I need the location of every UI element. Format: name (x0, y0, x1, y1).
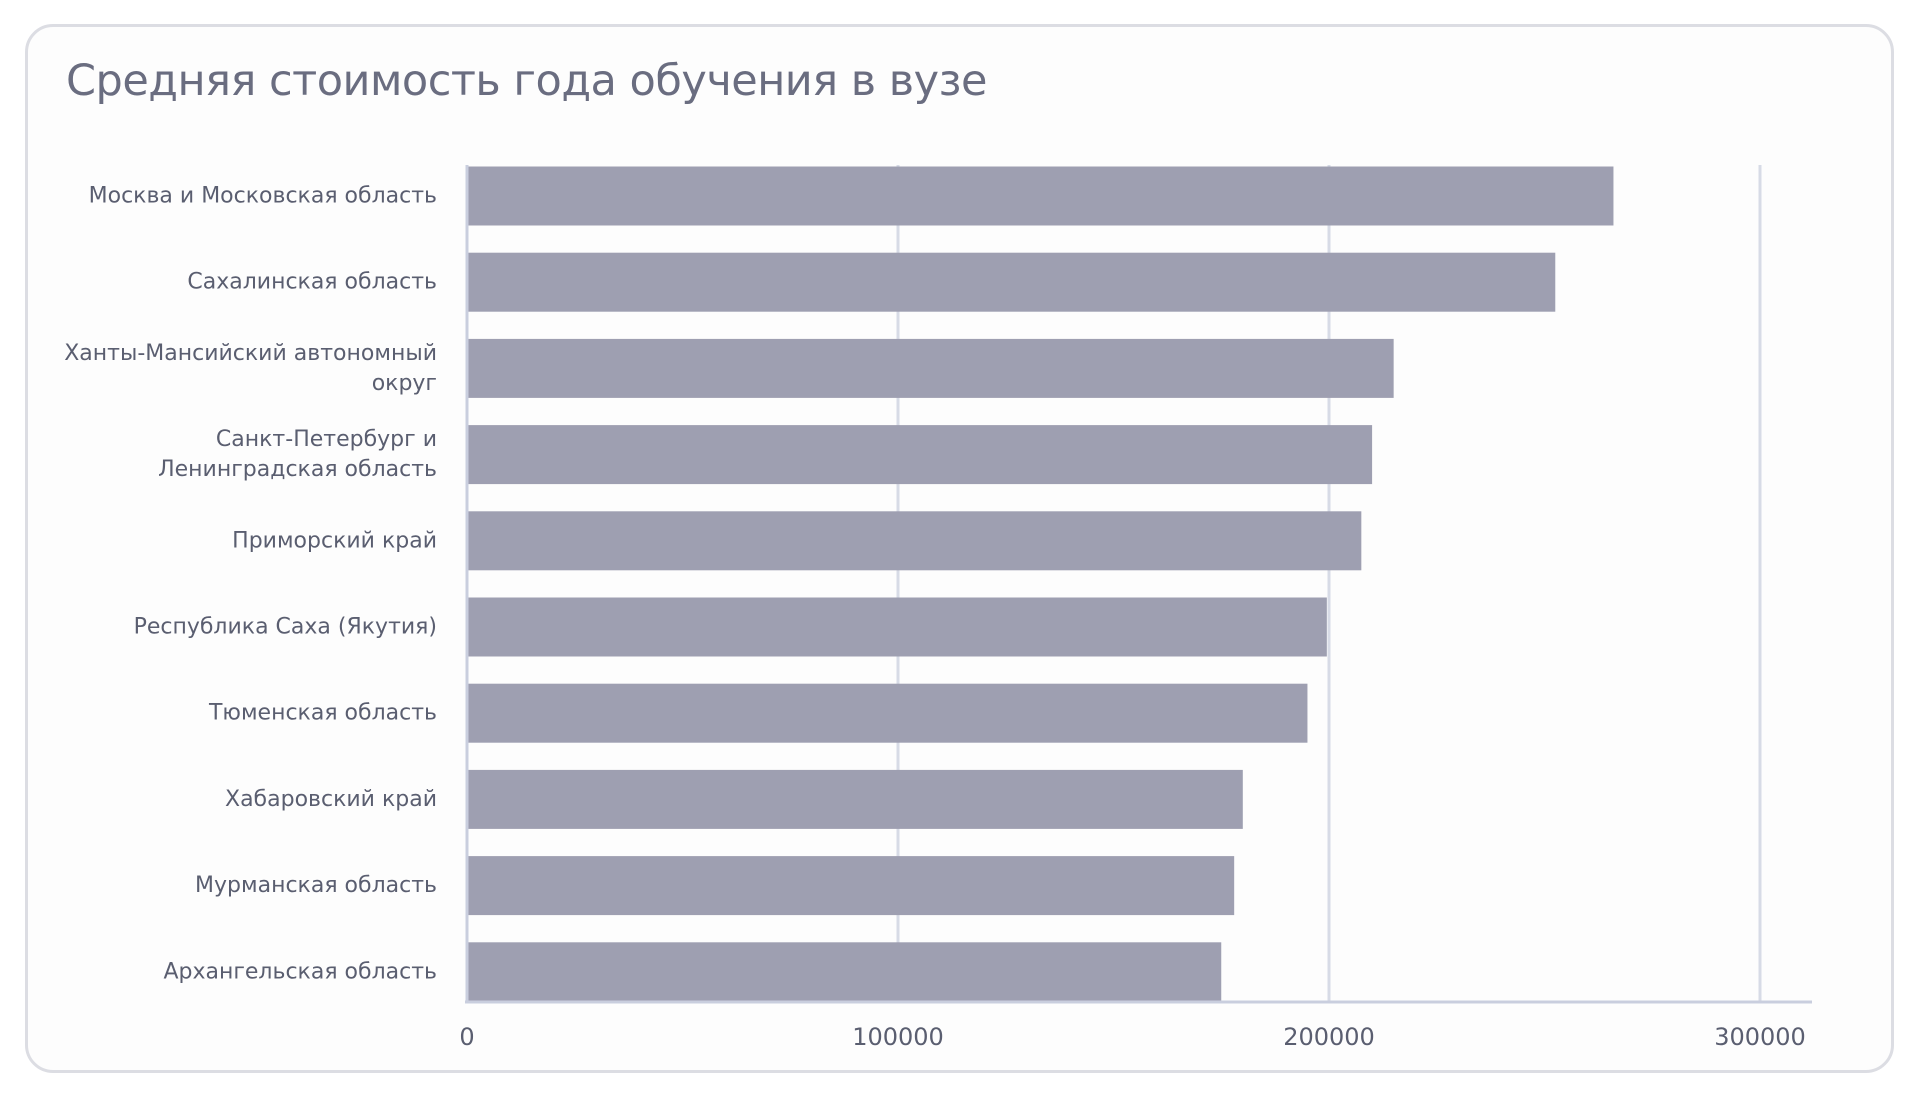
x-tick-label: 100000 (852, 1023, 944, 1051)
category-label: Москва и Московская область (89, 184, 437, 209)
axes (465, 165, 1812, 1004)
bar (467, 166, 1614, 226)
category-label: Приморский край (232, 528, 437, 553)
bar (467, 856, 1235, 916)
x-tick-label: 200000 (1283, 1023, 1375, 1051)
bar (467, 425, 1373, 485)
bar (467, 942, 1222, 1002)
x-tick-label: 0 (459, 1023, 474, 1051)
category-label: Сахалинская область (187, 270, 437, 295)
category-label: Республика Саха (Якутия) (134, 615, 437, 640)
bar (467, 252, 1556, 312)
category-labels: Москва и Московская область Сахалинская о… (64, 184, 437, 985)
category-label: Ленинградская область (158, 457, 437, 482)
category-label: Хабаровский край (225, 787, 437, 812)
category-label: округ (372, 371, 437, 396)
x-tick-labels: 0 100000 200000 300000 (459, 1023, 1805, 1051)
bar (467, 769, 1243, 829)
bar (467, 511, 1362, 571)
category-label: Мурманская область (195, 873, 437, 898)
category-label: Ханты-Мансийский автономный (64, 341, 437, 366)
category-label: Тюменская область (208, 701, 437, 726)
x-tick-label: 300000 (1714, 1023, 1806, 1051)
bar (467, 338, 1394, 398)
bar (467, 683, 1308, 743)
chart-title: Средняя стоимость года обучения в вузе (66, 56, 987, 106)
category-label: Архангельская область (163, 959, 437, 984)
category-label: Санкт-Петербург и (216, 427, 437, 452)
bars (467, 166, 1614, 1002)
bar (467, 597, 1327, 657)
